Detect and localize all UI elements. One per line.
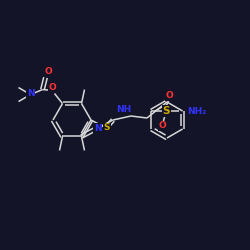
- Text: S: S: [163, 106, 170, 116]
- Text: O: O: [44, 67, 52, 76]
- Text: O: O: [48, 83, 56, 92]
- Text: S: S: [104, 124, 110, 132]
- Text: N: N: [94, 124, 101, 133]
- Text: N: N: [27, 89, 34, 98]
- Text: NH: NH: [116, 104, 132, 114]
- Text: O: O: [158, 122, 166, 130]
- Text: O: O: [166, 92, 173, 100]
- Text: NH₂: NH₂: [188, 106, 207, 116]
